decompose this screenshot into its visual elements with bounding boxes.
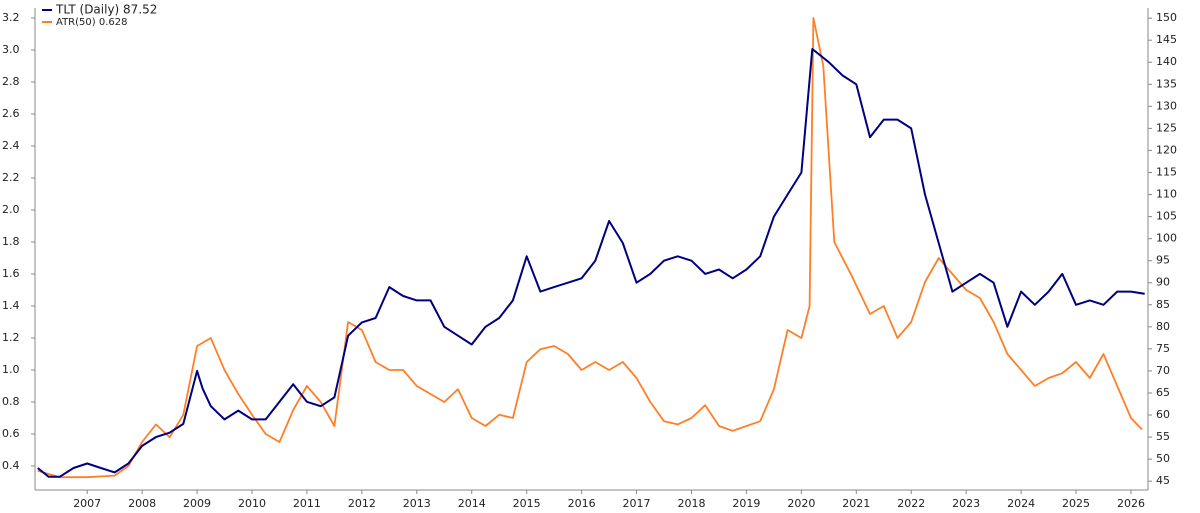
y2-tick-label: 135 xyxy=(1156,77,1177,90)
y-tick-label: 2.6 xyxy=(2,107,20,120)
y-tick-label: 1.4 xyxy=(2,299,20,312)
y-tick-label: 2.2 xyxy=(2,171,20,184)
y-tick-label: 0.6 xyxy=(2,427,20,440)
y-tick-label: 1.8 xyxy=(2,235,20,248)
y-tick-label: 0.4 xyxy=(2,459,20,472)
y2-tick-label: 50 xyxy=(1156,452,1170,465)
y2-tick-label: 70 xyxy=(1156,364,1170,377)
x-tick-label: 2026 xyxy=(1117,497,1145,510)
y-tick-label: 1.0 xyxy=(2,363,20,376)
x-tick-label: 2012 xyxy=(348,497,376,510)
x-tick-label: 2011 xyxy=(293,497,321,510)
x-tick-label: 2018 xyxy=(677,497,705,510)
y2-tick-label: 120 xyxy=(1156,143,1177,156)
y-tick-label: 0.8 xyxy=(2,395,20,408)
y2-tick-label: 75 xyxy=(1156,342,1170,355)
y2-tick-label: 125 xyxy=(1156,121,1177,134)
y2-tick-label: 65 xyxy=(1156,386,1170,399)
x-tick-label: 2013 xyxy=(403,497,431,510)
x-tick-label: 2010 xyxy=(238,497,266,510)
y2-tick-label: 150 xyxy=(1156,11,1177,24)
y-tick-label: 3.2 xyxy=(2,11,20,24)
x-tick-label: 2017 xyxy=(623,497,651,510)
y-tick-label: 1.2 xyxy=(2,331,20,344)
y2-tick-label: 145 xyxy=(1156,33,1177,46)
x-tick-label: 2023 xyxy=(952,497,980,510)
x-tick-label: 2007 xyxy=(73,497,101,510)
y-tick-label: 3.0 xyxy=(2,43,20,56)
y2-tick-label: 100 xyxy=(1156,232,1177,245)
y-tick-label: 2.0 xyxy=(2,203,20,216)
x-tick-label: 2009 xyxy=(183,497,211,510)
x-tick-label: 2022 xyxy=(897,497,925,510)
y2-tick-label: 80 xyxy=(1156,320,1170,333)
y2-tick-label: 115 xyxy=(1156,165,1177,178)
y2-tick-label: 140 xyxy=(1156,55,1177,68)
legend-label: ATR(50) 0.628 xyxy=(56,17,127,28)
x-tick-label: 2019 xyxy=(732,497,760,510)
series-line xyxy=(37,48,1145,478)
y-tick-label: 1.6 xyxy=(2,267,20,280)
legend-label: TLT (Daily) 87.52 xyxy=(55,3,157,17)
x-tick-label: 2015 xyxy=(513,497,541,510)
series-line xyxy=(37,17,1143,479)
y2-tick-label: 85 xyxy=(1156,298,1170,311)
y-tick-label: 2.8 xyxy=(2,75,20,88)
x-tick-label: 2020 xyxy=(787,497,815,510)
x-tick-label: 2016 xyxy=(568,497,596,510)
x-tick-label: 2025 xyxy=(1062,497,1090,510)
y2-tick-label: 90 xyxy=(1156,276,1170,289)
y2-tick-label: 55 xyxy=(1156,430,1170,443)
x-tick-label: 2008 xyxy=(128,497,156,510)
y2-tick-label: 60 xyxy=(1156,408,1170,421)
x-tick-label: 2021 xyxy=(842,497,870,510)
y2-tick-label: 45 xyxy=(1156,474,1170,487)
x-tick-label: 2024 xyxy=(1007,497,1035,510)
y2-tick-label: 130 xyxy=(1156,99,1177,112)
x-tick-label: 2014 xyxy=(458,497,486,510)
y2-tick-label: 95 xyxy=(1156,254,1170,267)
y-tick-label: 2.4 xyxy=(2,139,20,152)
y2-tick-label: 110 xyxy=(1156,188,1177,201)
y2-tick-label: 105 xyxy=(1156,210,1177,223)
